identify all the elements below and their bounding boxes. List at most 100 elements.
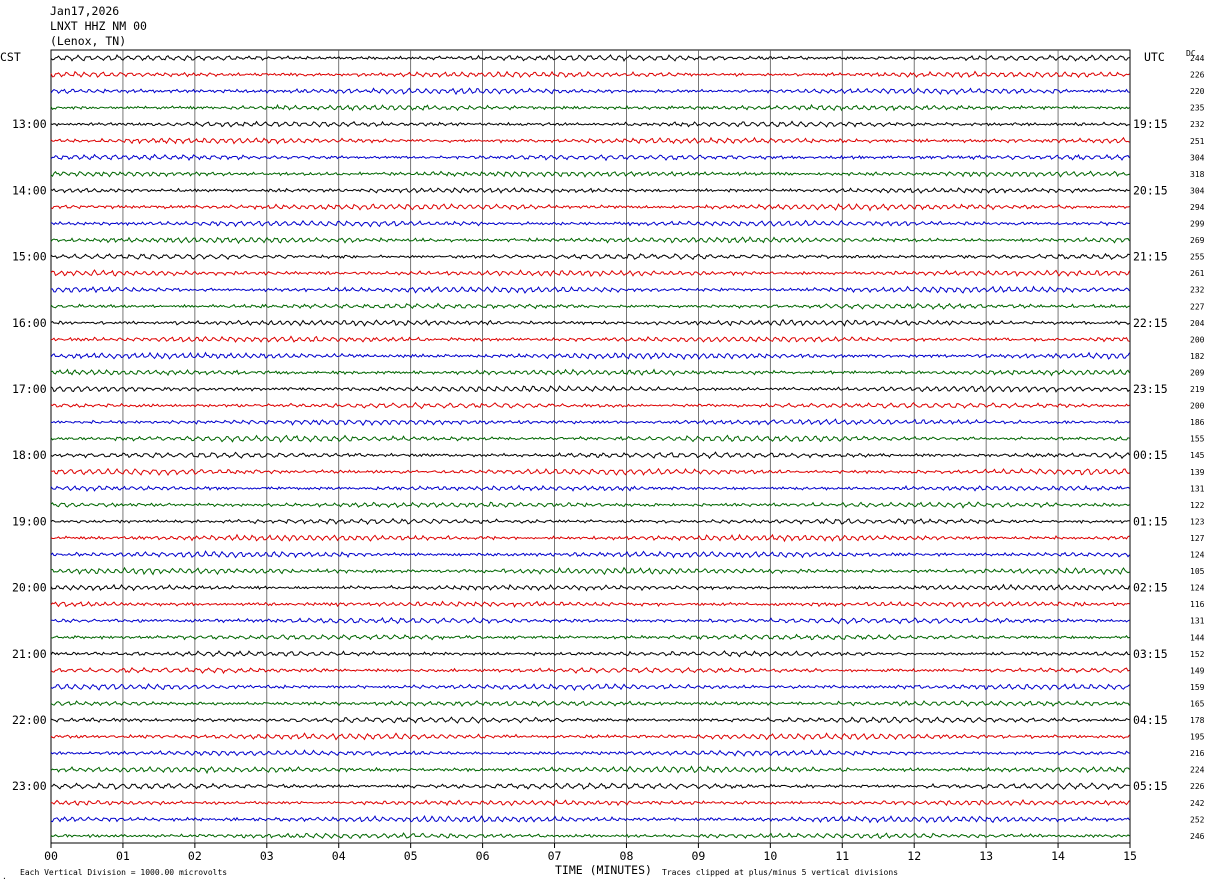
dc-offset-label: 155 — [1190, 435, 1205, 444]
trace-row-40 — [50, 716, 1130, 724]
trace-row-10 — [50, 219, 1130, 228]
utc-hour-label: 03:15 — [1133, 647, 1168, 661]
trace-row-42 — [50, 749, 1130, 757]
dc-offset-label: 209 — [1190, 368, 1205, 377]
dc-offset-label: 149 — [1190, 666, 1205, 675]
dc-offset-label: 131 — [1190, 484, 1205, 493]
dc-offset-label: 124 — [1190, 551, 1205, 560]
dc-offset-label: 299 — [1190, 220, 1205, 229]
utc-hour-label: 23:15 — [1133, 382, 1168, 396]
trace-row-24 — [50, 451, 1130, 460]
x-tick-label: 13 — [979, 849, 993, 863]
clip-note: Traces clipped at plus/minus 5 vertical … — [662, 868, 899, 877]
x-tick-label: 02 — [188, 849, 202, 863]
trace-row-7 — [50, 170, 1130, 178]
trace-row-6 — [50, 153, 1130, 162]
dc-offset-label: 165 — [1190, 699, 1205, 708]
trace-row-25 — [50, 467, 1130, 476]
dc-offset-label: 116 — [1190, 600, 1205, 609]
trace-row-29 — [50, 533, 1130, 543]
dc-offset-label: 105 — [1190, 567, 1205, 576]
dc-offset-label: 232 — [1190, 286, 1205, 295]
dc-offset-label: 200 — [1190, 402, 1205, 411]
cst-hour-label: 13:00 — [12, 117, 47, 131]
utc-axis-label: UTC — [1144, 50, 1165, 64]
station-code: LNXT HHZ NM 00 — [50, 19, 147, 33]
dc-offset-label: 251 — [1190, 137, 1205, 146]
dc-offset-label: 219 — [1190, 385, 1205, 394]
x-tick-label: 06 — [476, 849, 490, 863]
dc-offset-label: 246 — [1190, 832, 1205, 841]
trace-row-28 — [50, 517, 1130, 526]
dc-offset-label: 195 — [1190, 733, 1205, 742]
x-tick-label: 14 — [1051, 849, 1065, 863]
dc-offset-label: 124 — [1190, 584, 1205, 593]
x-tick-label: 00 — [44, 849, 58, 863]
corner-mark: . — [2, 872, 7, 881]
dc-offset-label: 269 — [1190, 236, 1205, 245]
cst-hour-label: 23:00 — [12, 779, 47, 793]
dc-offset-label: 178 — [1190, 716, 1205, 725]
dc-offset-label: 255 — [1190, 253, 1205, 262]
trace-row-47 — [50, 832, 1130, 840]
trace-row-43 — [50, 765, 1130, 775]
dc-offset-label: 159 — [1190, 683, 1205, 692]
cst-hour-label: 16:00 — [12, 316, 47, 330]
dc-offset-label: 235 — [1190, 104, 1205, 113]
cst-hour-label: 20:00 — [12, 581, 47, 595]
trace-row-15 — [50, 302, 1130, 310]
dc-offset-label: 123 — [1190, 517, 1205, 526]
dc-offset-label: 227 — [1190, 302, 1205, 311]
dc-offset-label: 131 — [1190, 617, 1205, 626]
trace-row-18 — [50, 351, 1130, 361]
x-tick-label: 15 — [1123, 849, 1137, 863]
trace-row-17 — [50, 335, 1130, 343]
dc-offset-label: 261 — [1190, 269, 1205, 278]
trace-row-27 — [50, 501, 1130, 509]
x-tick-label: 12 — [907, 849, 921, 863]
dc-offset-label: 294 — [1190, 203, 1205, 212]
trace-row-2 — [50, 87, 1130, 96]
utc-hour-label: 22:15 — [1133, 316, 1168, 330]
dc-offset-label: 304 — [1190, 186, 1205, 195]
dc-offset-label: 144 — [1190, 633, 1205, 642]
dc-offset-label: 127 — [1190, 534, 1205, 543]
trace-row-39 — [50, 700, 1130, 707]
cst-hour-label: 19:00 — [12, 514, 47, 528]
cst-axis-label: CST — [0, 50, 21, 64]
trace-row-30 — [50, 550, 1130, 559]
dc-offset-label: 318 — [1190, 170, 1205, 179]
cst-hour-label: 17:00 — [12, 382, 47, 396]
trace-row-34 — [50, 617, 1130, 625]
trace-row-20 — [50, 385, 1130, 393]
dc-offset-label: 216 — [1190, 749, 1205, 758]
trace-row-13 — [50, 269, 1130, 277]
trace-row-21 — [50, 401, 1130, 410]
x-tick-label: 09 — [691, 849, 705, 863]
trace-row-33 — [50, 600, 1130, 609]
dc-offset-label: 122 — [1190, 501, 1205, 510]
trace-row-19 — [50, 368, 1130, 377]
trace-row-44 — [50, 782, 1130, 791]
trace-row-0 — [50, 54, 1130, 62]
utc-hour-label: 19:15 — [1133, 117, 1168, 131]
dc-offset-label: 145 — [1190, 451, 1205, 460]
utc-hour-label: 05:15 — [1133, 779, 1168, 793]
trace-row-22 — [50, 418, 1130, 427]
utc-hour-label: 00:15 — [1133, 448, 1168, 462]
trace-row-12 — [50, 252, 1130, 261]
dc-offset-label: 304 — [1190, 153, 1205, 162]
x-tick-label: 04 — [332, 849, 346, 863]
station-location: (Lenox, TN) — [50, 34, 127, 48]
x-tick-label: 07 — [548, 849, 562, 863]
dc-offset-label: 224 — [1190, 766, 1205, 775]
dc-offset-label: 200 — [1190, 335, 1205, 344]
plot-frame — [50, 49, 1131, 844]
trace-row-35 — [50, 633, 1130, 641]
dc-offset-label: 226 — [1190, 71, 1205, 80]
dc-offset-label: 186 — [1190, 418, 1205, 427]
trace-row-1 — [50, 70, 1130, 79]
dc-offset-label: 182 — [1190, 352, 1205, 361]
plot-date: Jan17,2026 — [50, 4, 120, 18]
trace-row-8 — [50, 187, 1130, 194]
